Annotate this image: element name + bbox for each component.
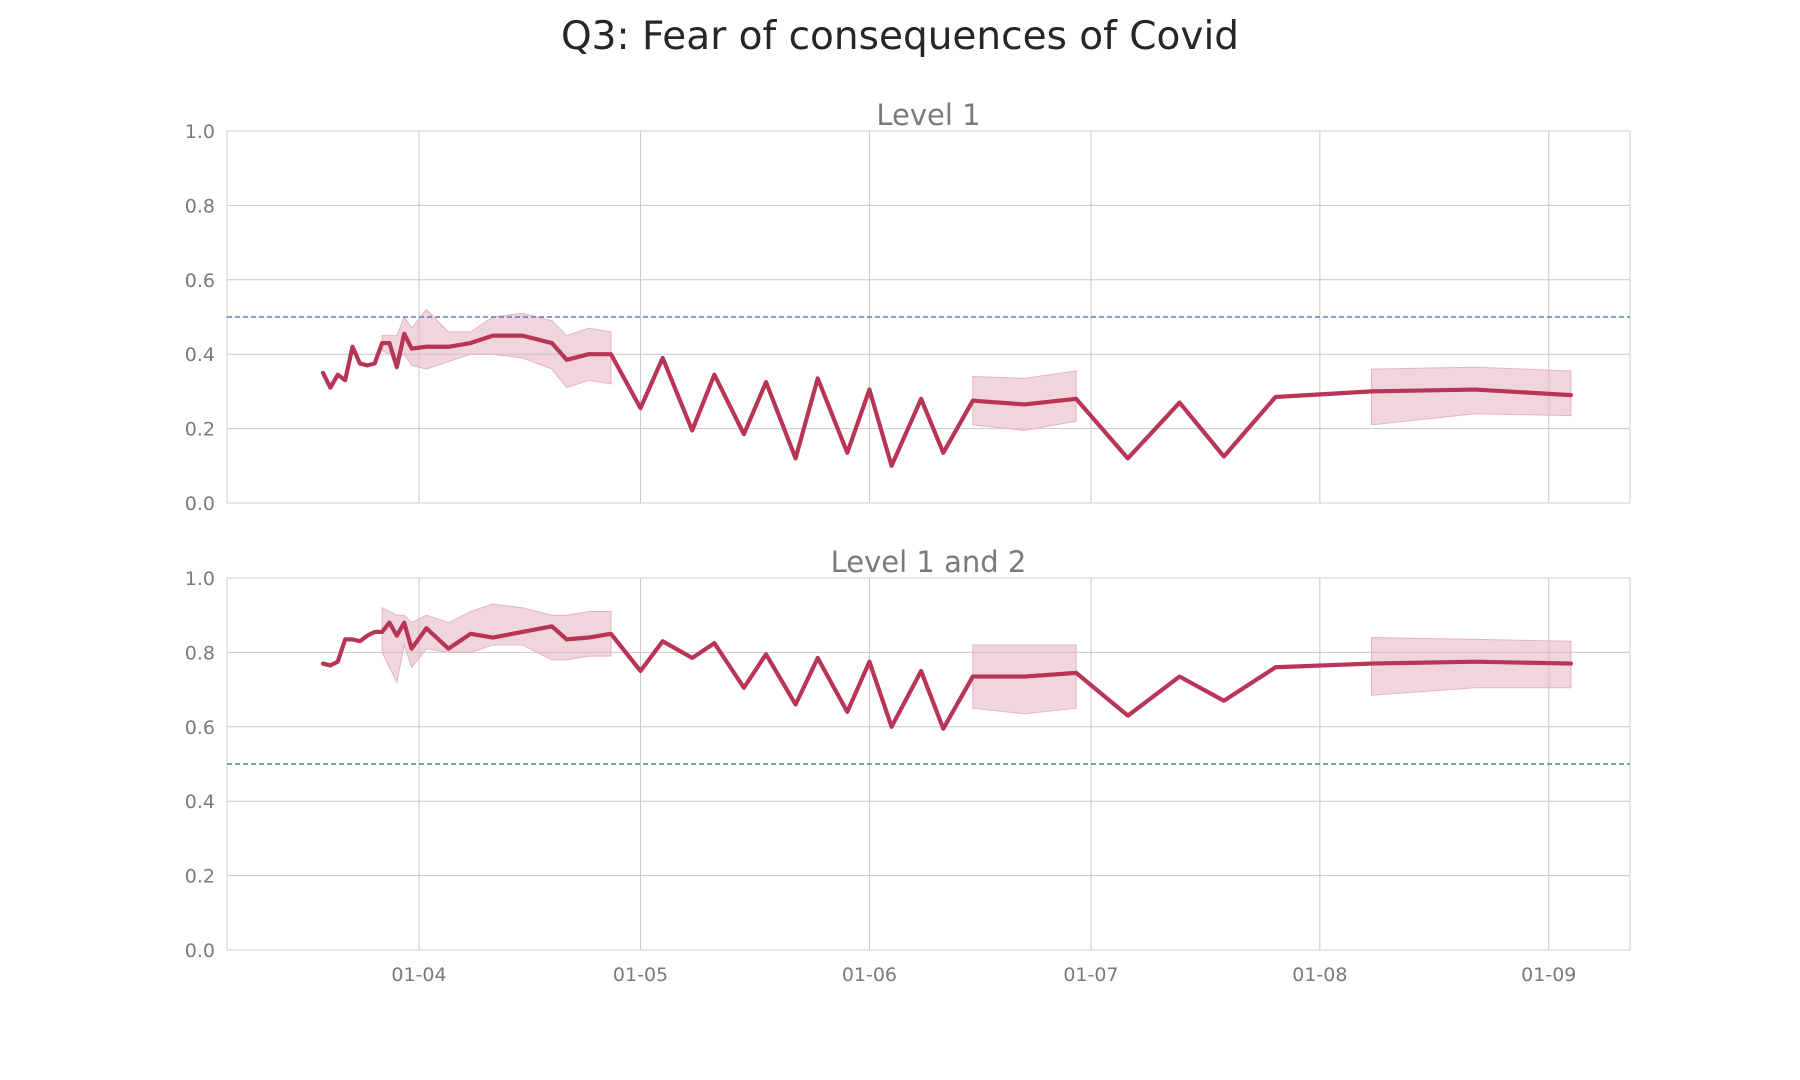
x-tick-label: 01-05 [613,964,668,986]
x-tick-label: 01-07 [1063,964,1118,986]
y-tick-label: 0.4 [185,791,215,813]
confidence-band [1371,637,1572,696]
y-tick-label: 0.2 [185,866,215,888]
x-tick-label: 01-09 [1521,964,1576,986]
confidence-band [972,644,1077,715]
y-tick-label: 0.6 [185,270,215,292]
confidence-band [381,308,612,389]
x-tick-label: 01-06 [842,964,897,986]
subplot-title: Level 1 [876,98,980,132]
y-tick-label: 0.8 [185,195,215,217]
y-tick-label: 0.8 [185,642,215,664]
confidence-band [972,370,1077,431]
confidence-band [381,603,612,684]
y-tick-label: 0.4 [185,344,215,366]
y-tick-label: 1.0 [185,568,215,590]
series-line [320,620,1574,731]
y-tick-label: 0.6 [185,717,215,739]
y-tick-label: 1.0 [185,121,215,143]
y-tick-label: 0.2 [185,419,215,441]
y-tick-label: 0.0 [185,493,215,515]
y-tick-label: 0.0 [185,940,215,962]
confidence-band [1371,366,1572,426]
series-line [320,331,1574,468]
subplot-title: Level 1 and 2 [831,545,1027,579]
x-tick-label: 01-08 [1292,964,1347,986]
x-tick-label: 01-04 [391,964,446,986]
chart-title: Q3: Fear of consequences of Covid [560,14,1240,59]
